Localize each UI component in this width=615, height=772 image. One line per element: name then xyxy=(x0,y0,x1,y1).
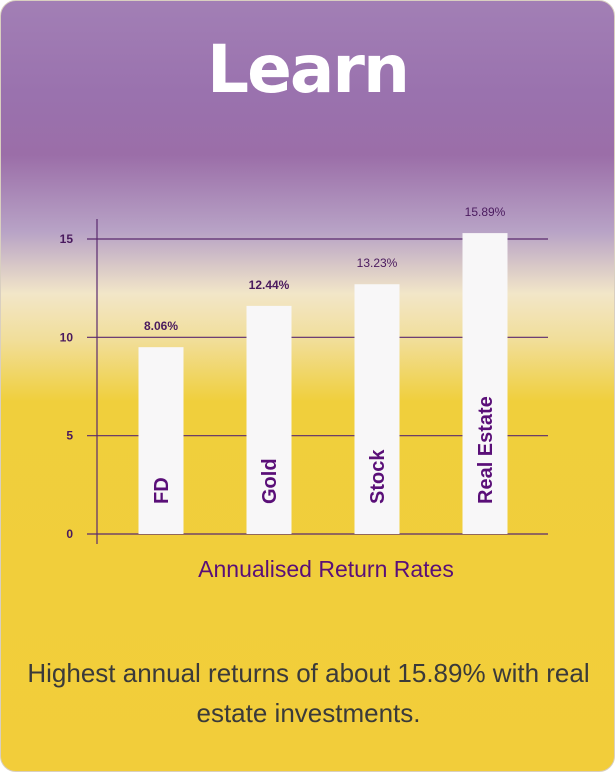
bar-real-estate xyxy=(462,233,508,534)
category-label: FD xyxy=(151,477,173,504)
data-label: 12.44% xyxy=(249,278,290,292)
data-label: 8.06% xyxy=(144,319,178,333)
y-tick-label: 10 xyxy=(60,330,74,344)
bar-fd xyxy=(138,347,184,534)
bar-gold xyxy=(246,305,292,534)
category-label: Real Estate xyxy=(475,396,497,504)
y-tick-label: 5 xyxy=(66,429,73,443)
y-tick-label: 15 xyxy=(60,232,74,246)
chart-bars xyxy=(138,233,508,534)
x-axis-label: Annualised Return Rates xyxy=(198,556,454,582)
summary-caption: Highest annual returns of about 15.89% w… xyxy=(27,658,590,729)
page-title: Learn xyxy=(207,31,410,108)
category-label: Gold xyxy=(259,458,281,504)
chart-labels: 8.06% FD 12.44% Gold 13.23% Stock 15.89% Real E… xyxy=(144,205,506,504)
bar-stock xyxy=(354,284,400,534)
y-tick-label: 0 xyxy=(66,527,73,541)
data-label: 13.23% xyxy=(357,256,398,270)
data-label: 15.89% xyxy=(465,205,506,219)
category-label: Stock xyxy=(367,449,389,504)
